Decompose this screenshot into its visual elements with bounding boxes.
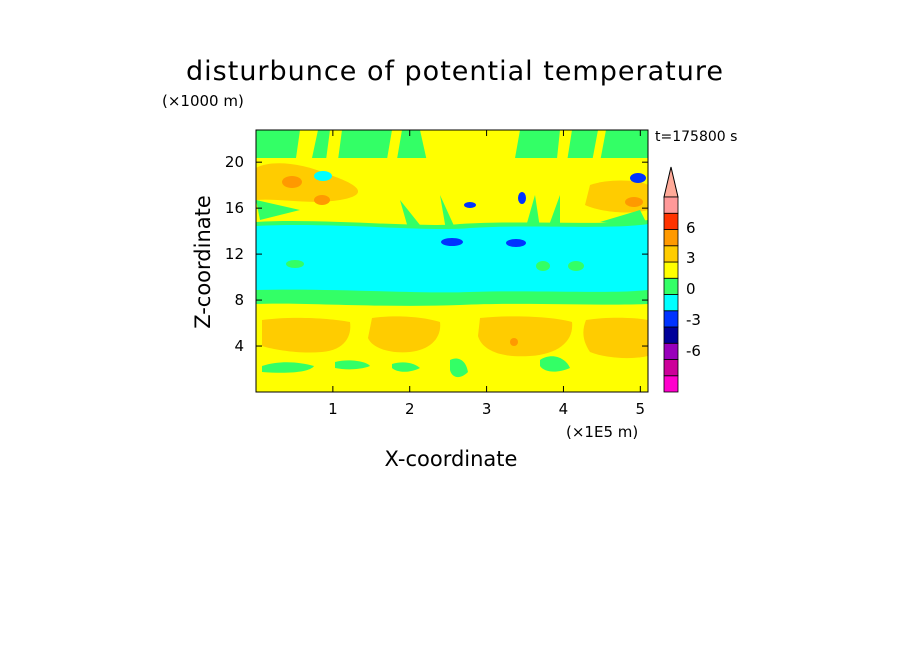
colorbar-swatch: [663, 245, 679, 263]
y-tick-label: 8: [234, 291, 244, 309]
x-axis-ticks: 1 2 3 4 5: [328, 130, 645, 418]
contour-orange-lower: [262, 317, 351, 353]
colorbar-swatch: [663, 342, 679, 360]
colorbar-swatch: [663, 375, 679, 393]
x-tick-label: 4: [559, 400, 569, 418]
contour-orange-spot: [282, 176, 302, 188]
plot-frame: [255, 129, 649, 393]
x-tick-label: 5: [636, 400, 646, 418]
x-tick-label: 3: [482, 400, 492, 418]
contour-blue-spot: [506, 239, 526, 247]
x-tick-label: 1: [328, 400, 338, 418]
colorbar: 6 3 0 -3 -6: [663, 166, 701, 393]
contour-blue-spot: [518, 192, 526, 204]
colorbar-swatch: [663, 229, 679, 247]
contour-cyan-band: [256, 224, 648, 296]
contour-green-patch: [568, 261, 584, 271]
y-tick-label: 4: [234, 337, 244, 355]
x-tick-label: 2: [405, 400, 415, 418]
chart-title: disturbunce of potential temperature: [186, 56, 724, 87]
colorbar-swatch: [663, 310, 679, 328]
colorbar-label: -6: [686, 342, 701, 360]
y-axis-label: Z-coordinate: [191, 195, 215, 329]
y-axis-unit: (×1000 m): [162, 92, 244, 110]
contour-orange-lower: [368, 316, 441, 353]
contour-green-lower: [256, 289, 648, 306]
contour-field: [256, 130, 648, 392]
colorbar-swatch: [663, 212, 679, 230]
contour-orange-spot: [625, 197, 643, 207]
colorbar-label: 3: [686, 249, 696, 267]
colorbar-swatch: [663, 196, 679, 214]
y-tick-label: 12: [225, 245, 244, 263]
colorbar-arrow: [663, 166, 679, 198]
colorbar-swatch: [663, 326, 679, 344]
contour-orange-blob: [585, 180, 648, 213]
x-axis-label: X-coordinate: [384, 447, 518, 471]
contour-blue-spot: [441, 238, 463, 246]
contour-orange-lower: [583, 317, 648, 359]
colorbar-swatch: [663, 261, 679, 279]
contour-blue-spot: [314, 171, 332, 181]
y-tick-label: 16: [225, 199, 244, 217]
contour-blue-spot: [630, 173, 646, 183]
contour-blue-spot: [464, 202, 476, 208]
time-label: t=175800 s: [655, 129, 738, 145]
contour-orange-spot: [510, 338, 518, 346]
colorbar-swatch: [663, 359, 679, 377]
x-axis-unit: (×1E5 m): [566, 423, 639, 441]
colorbar-swatch: [663, 277, 679, 295]
contour-orange-spot: [314, 195, 330, 205]
contour-green-streaks: [256, 195, 648, 230]
contour-upper-stripes: [296, 130, 606, 175]
contour-orange-lower: [478, 316, 573, 357]
contour-green-patch: [286, 260, 304, 268]
colorbar-swatch: [663, 294, 679, 312]
y-axis-ticks: 4 8 12 16 20: [225, 153, 648, 355]
colorbar-label: 6: [686, 219, 696, 237]
y-tick-label: 20: [225, 153, 244, 171]
colorbar-label: 0: [686, 280, 696, 298]
contour-green-bottom: [262, 356, 570, 378]
contour-green-patch: [536, 261, 550, 271]
colorbar-label: -3: [686, 311, 701, 329]
contour-orange-blob: [256, 163, 359, 202]
